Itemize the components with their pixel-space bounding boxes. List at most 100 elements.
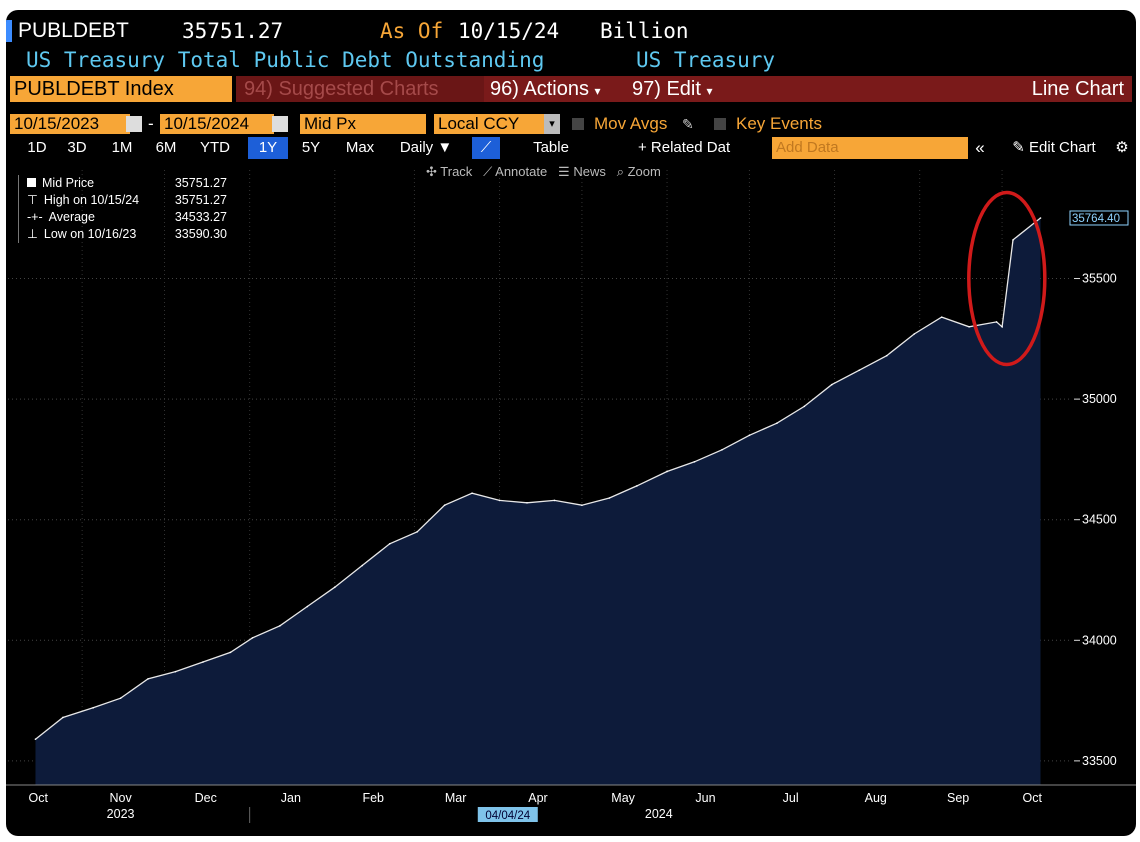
table-button[interactable]: Table — [533, 139, 569, 156]
x-tick-label: Feb — [362, 791, 384, 805]
legend-value: 35751.27 — [174, 176, 227, 190]
date-separator: - — [148, 114, 154, 133]
x-tick-label: Nov — [109, 791, 132, 805]
collapse-icon[interactable]: « — [975, 138, 985, 157]
year-label: 2024 — [645, 807, 673, 821]
x-tick-label: Oct — [28, 791, 48, 805]
data-point — [229, 651, 232, 654]
edit-menu[interactable]: 97) Edit ▾ — [626, 76, 732, 102]
annotate-tool[interactable]: ⟋ Annotate — [483, 164, 548, 179]
y-tick-label: 33500 — [1082, 754, 1117, 768]
x-tick-label: Jun — [695, 791, 715, 805]
data-point — [62, 716, 64, 719]
data-point — [666, 470, 668, 473]
data-point — [306, 605, 309, 608]
last-value-box — [1069, 210, 1129, 226]
annotation-ellipse — [967, 190, 1047, 367]
y-tick-label: 34000 — [1082, 633, 1117, 647]
gear-icon[interactable]: ⚙ — [1115, 139, 1129, 156]
zoom-tool[interactable]: ⌕ Zoom — [616, 164, 661, 179]
range-ytd-button[interactable]: YTD — [200, 139, 230, 156]
high-icon: ⊤ — [27, 193, 38, 207]
data-point — [748, 434, 751, 437]
field-selector[interactable]: Mid Px — [300, 114, 426, 134]
line-chart-icon[interactable]: ⟋ — [472, 137, 500, 159]
x-tick-label: Dec — [195, 791, 217, 805]
range-6m-button[interactable]: 6M — [155, 139, 177, 156]
frequency-label: Daily — [399, 139, 434, 156]
data-point — [526, 502, 528, 504]
mov-avgs-label: Mov Avgs — [594, 114, 668, 133]
legend-value: 35751.27 — [174, 193, 227, 207]
data-point — [776, 422, 778, 425]
low-icon: ⊥ — [27, 227, 38, 241]
range-1d-button[interactable]: 1D — [27, 139, 47, 156]
x-tick-label: Sep — [947, 791, 969, 805]
range-3d-button[interactable]: 3D — [67, 139, 87, 156]
chevron-down-icon[interactable]: ▾ — [544, 114, 560, 134]
key-events-label: Key Events — [736, 114, 822, 133]
end-date-field[interactable]: 10/15/2024 — [160, 114, 274, 134]
data-point — [858, 369, 861, 371]
x-tick-label: Aug — [865, 791, 887, 805]
data-point — [498, 499, 501, 502]
suggested-charts-menu[interactable]: 94) Suggested Charts — [236, 76, 490, 102]
data-point — [279, 625, 281, 627]
actions-menu[interactable]: 96) Actions ▾ — [484, 76, 626, 102]
related-data-button[interactable]: + Related Dat — [638, 139, 731, 156]
calendar-icon[interactable] — [272, 116, 288, 132]
data-point — [147, 678, 149, 680]
add-data-input[interactable]: Add Data — [772, 137, 968, 159]
chart-type-bar: Line Chart — [732, 76, 1132, 102]
range-1m-button[interactable]: 1M — [111, 139, 133, 156]
legend-label: Low on 10/16/23 — [43, 227, 137, 241]
start-date-field[interactable]: 10/15/2023 — [10, 114, 130, 134]
legend-value: 34533.27 — [174, 210, 227, 224]
data-point — [443, 504, 446, 507]
data-point — [581, 504, 583, 507]
chart-tools: ✣ Track ⟋ Annotate ☰ News ⌕ Zoom — [426, 163, 661, 181]
data-point — [968, 325, 970, 328]
range-max-button[interactable]: Max — [345, 139, 375, 156]
current-value: 35751.27 — [182, 19, 284, 43]
actions-label: 96) Actions — [490, 78, 589, 100]
year-label: 2023 — [107, 807, 135, 821]
news-tool[interactable]: ☰ News — [558, 164, 606, 179]
chart-svg[interactable]: 33500 34000 34500 35000 35500 35764.40 Oct Nov D… — [6, 160, 1136, 836]
last-value-label: 35764.40 — [1072, 213, 1120, 225]
currency-selector[interactable]: Local CCY — [434, 114, 546, 134]
security-field[interactable]: PUBLDEBT Index — [10, 76, 232, 102]
data-point — [92, 707, 94, 709]
legend-swatch — [27, 178, 36, 187]
data-point — [471, 492, 473, 494]
edit-chart-button[interactable]: ✎ Edit Chart — [998, 137, 1110, 159]
chevron-down-icon: ▾ — [594, 84, 601, 98]
range-1y-button[interactable]: 1Y — [248, 137, 288, 159]
units-label: Billion — [600, 19, 689, 43]
news-label: News — [573, 164, 606, 179]
key-events-checkbox[interactable] — [714, 118, 726, 130]
x-tick-label: Jul — [783, 791, 799, 805]
data-point — [333, 586, 336, 589]
data-point — [388, 543, 391, 545]
range-toolbar: 1D 3D 1M 6M YTD 1Y 5Y Max Daily ▼ ⟋ Tabl… — [12, 137, 1132, 159]
track-label: Track — [440, 164, 473, 179]
mov-avgs-checkbox[interactable] — [572, 118, 584, 130]
data-point — [416, 530, 418, 533]
y-tick-label: 34500 — [1082, 513, 1117, 527]
calendar-icon[interactable] — [126, 116, 142, 132]
y-tick-label: 35000 — [1082, 392, 1117, 406]
crosshair-date: 04/04/24 — [485, 810, 530, 822]
x-tick-label: Jan — [281, 791, 301, 805]
chevron-down-icon: ▾ — [706, 84, 713, 98]
data-point — [636, 485, 638, 487]
data-point — [995, 321, 998, 323]
frequency-selector[interactable]: Daily ▼ — [399, 139, 453, 156]
data-point — [803, 405, 806, 408]
pencil-icon[interactable]: ✎ — [682, 116, 694, 132]
plot-area: 33500 34000 34500 35000 35500 35764.40 Oct Nov D… — [6, 170, 1136, 823]
range-5y-button[interactable]: 5Y — [301, 139, 321, 156]
data-point — [202, 661, 204, 663]
data-point — [1012, 239, 1014, 241]
track-tool[interactable]: ✣ Track — [426, 164, 473, 179]
